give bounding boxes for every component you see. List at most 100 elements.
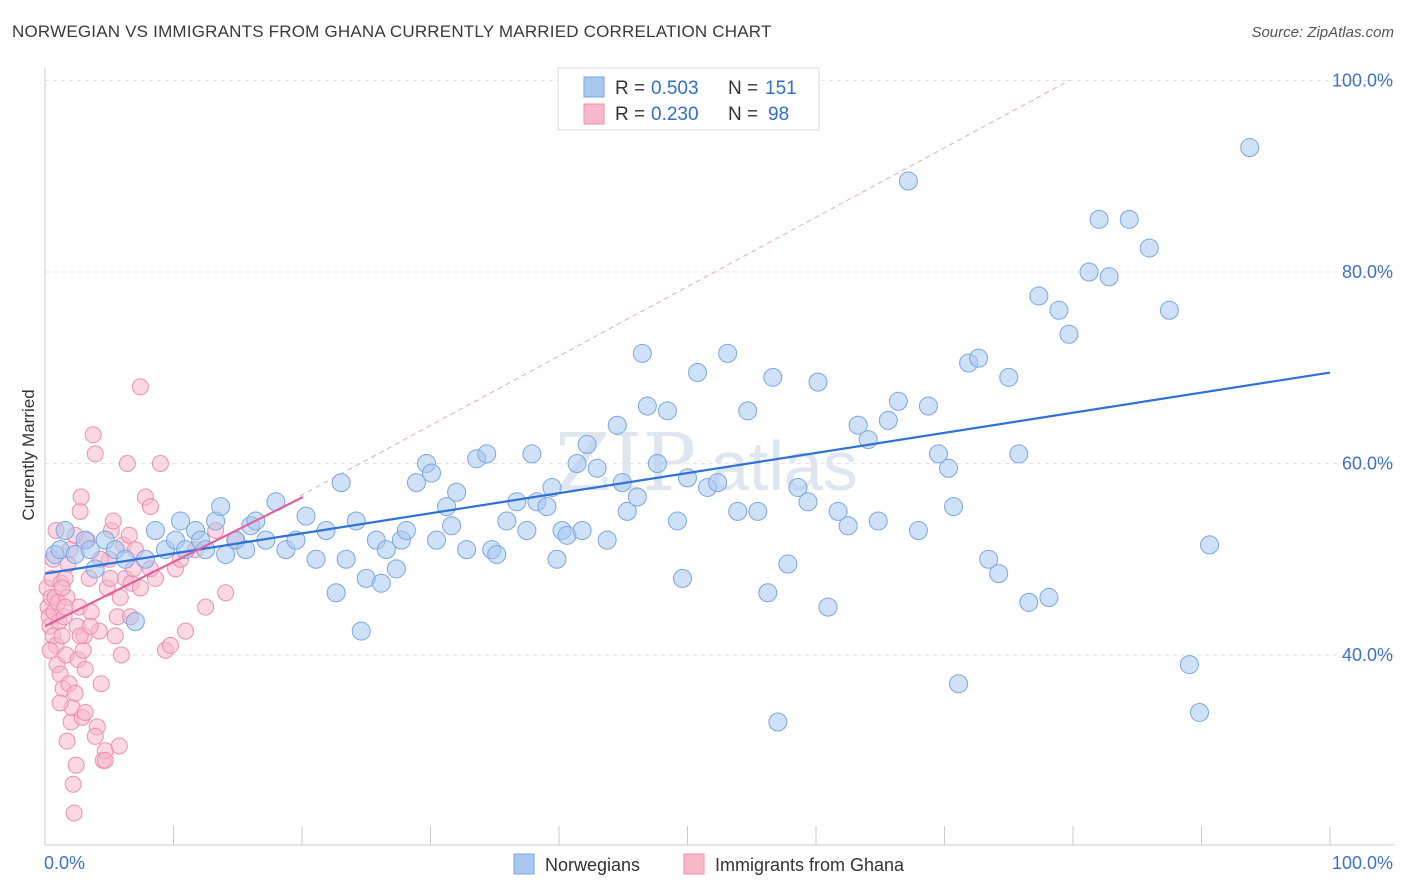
ghana-point-59 — [118, 455, 136, 472]
norwegian-point-61 — [522, 444, 542, 464]
norwegian-point-133 — [1240, 138, 1260, 158]
bottom-legend: Norwegians Immigrants from Ghana — [513, 853, 905, 875]
norwegian-point-122 — [1049, 300, 1069, 320]
norwegian-point-90 — [748, 501, 768, 521]
norwegian-point-130 — [1179, 655, 1199, 675]
norwegian-point-43 — [386, 559, 406, 579]
norwegian-point-123 — [1059, 324, 1079, 344]
norwegian-point-41 — [371, 573, 391, 593]
norwegian-point-118 — [1009, 444, 1029, 464]
norwegian-point-109 — [928, 444, 948, 464]
norwegian-point-21 — [211, 497, 231, 517]
norwegian-point-98 — [818, 597, 838, 617]
ghana-point-75 — [197, 598, 215, 616]
norwegian-point-107 — [908, 521, 928, 541]
norwegian-point-69 — [572, 521, 592, 541]
legend: R = 0.503 N = 151 R = 0.230 N = 98 — [557, 67, 820, 131]
norwegian-point-42 — [376, 540, 396, 560]
norwegian-point-105 — [888, 391, 908, 411]
norwegian-point-120 — [1029, 286, 1049, 306]
norwegian-point-37 — [346, 511, 366, 531]
ghana-point-68 — [151, 455, 169, 472]
legend-n-label-1: N = — [728, 78, 758, 99]
norwegian-point-49 — [427, 530, 447, 550]
bottom-legend-swatch-ghana — [683, 853, 705, 875]
source-label: Source: ZipAtlas.com — [1251, 24, 1394, 41]
ghana-point-42 — [84, 426, 102, 444]
norwegian-point-34 — [326, 583, 346, 603]
legend-n-value-2: 98 — [768, 104, 789, 125]
ghana-point-33 — [71, 502, 89, 520]
ghana-point-84 — [66, 684, 84, 702]
norwegian-point-71 — [587, 458, 607, 478]
legend-n-value-1: 151 — [765, 78, 797, 99]
norwegian-point-117 — [999, 367, 1019, 387]
ghana-point-56 — [112, 646, 130, 664]
norwegian-point-64 — [542, 477, 562, 497]
norwegian-point-97 — [808, 372, 828, 392]
norwegian-point-111 — [944, 497, 964, 517]
ghana-points — [38, 378, 245, 822]
norwegian-point-68 — [567, 454, 587, 473]
legend-swatch-pink — [583, 103, 605, 125]
ghana-point-93 — [101, 569, 119, 587]
ghana-point-29 — [67, 756, 85, 774]
norwegian-point-82 — [672, 568, 692, 588]
norwegian-point-99 — [828, 501, 848, 521]
norwegian-point-46 — [406, 473, 426, 493]
norwegian-point-72 — [597, 530, 617, 550]
ghana-point-64 — [131, 378, 149, 396]
norwegian-point-63 — [537, 497, 557, 517]
norwegian-point-132 — [1200, 535, 1220, 555]
y-tick-label-60: 60.0% — [1342, 454, 1393, 474]
norwegian-point-101 — [848, 415, 868, 435]
norwegian-points — [45, 138, 1260, 732]
norwegian-point-35 — [331, 473, 351, 493]
bottom-legend-ghana: Immigrants from Ghana — [715, 855, 905, 875]
y-tick-label-100: 100.0% — [1332, 71, 1393, 91]
ghana-point-70 — [161, 636, 179, 654]
norwegian-trend-line — [44, 371, 1331, 575]
ghana-point-60 — [120, 526, 138, 544]
ghana-point-77 — [217, 584, 235, 602]
norwegian-point-5 — [80, 540, 100, 560]
norwegian-point-88 — [728, 501, 748, 521]
norwegian-point-95 — [788, 477, 808, 497]
norwegian-point-115 — [979, 549, 999, 569]
norwegian-point-128 — [1139, 238, 1159, 258]
norwegian-point-77 — [632, 343, 652, 363]
norwegian-point-48 — [422, 463, 442, 483]
norwegian-point-93 — [768, 712, 788, 732]
norwegian-point-116 — [989, 564, 1009, 584]
ghana-point-66 — [141, 498, 159, 516]
y-tick-label-80: 80.0% — [1342, 262, 1393, 282]
norwegian-point-36 — [336, 549, 356, 569]
legend-r-value-1: 0.503 — [651, 78, 699, 99]
norwegian-point-121 — [1039, 588, 1059, 608]
norwegian-point-108 — [918, 396, 938, 416]
norwegian-point-73 — [607, 415, 627, 435]
norwegian-point-70 — [577, 434, 597, 454]
chart-title: NORWEGIAN VS IMMIGRANTS FROM GHANA CURRE… — [12, 22, 772, 41]
norwegian-point-57 — [487, 544, 507, 564]
norwegian-point-129 — [1159, 300, 1179, 320]
norwegian-point-45 — [396, 521, 416, 541]
diagonal-reference — [299, 79, 1071, 497]
trend-lines — [44, 371, 1331, 628]
norwegian-point-32 — [306, 549, 326, 569]
x-tick-label-100: 100.0% — [1332, 853, 1393, 873]
legend-r-label-1: R = — [615, 78, 645, 99]
norwegian-point-78 — [637, 396, 657, 416]
legend-n-label-2: N = — [728, 104, 758, 125]
norwegian-point-84 — [688, 363, 708, 383]
ghana-point-36 — [74, 641, 92, 659]
norwegian-point-86 — [708, 473, 728, 493]
norwegian-point-92 — [763, 367, 783, 387]
norwegian-point-31 — [296, 506, 316, 526]
norwegian-point-79 — [647, 454, 667, 473]
norwegian-point-114 — [969, 348, 989, 368]
norwegian-point-91 — [758, 583, 778, 603]
norwegian-point-127 — [1119, 209, 1139, 229]
ghana-point-90 — [53, 579, 71, 597]
